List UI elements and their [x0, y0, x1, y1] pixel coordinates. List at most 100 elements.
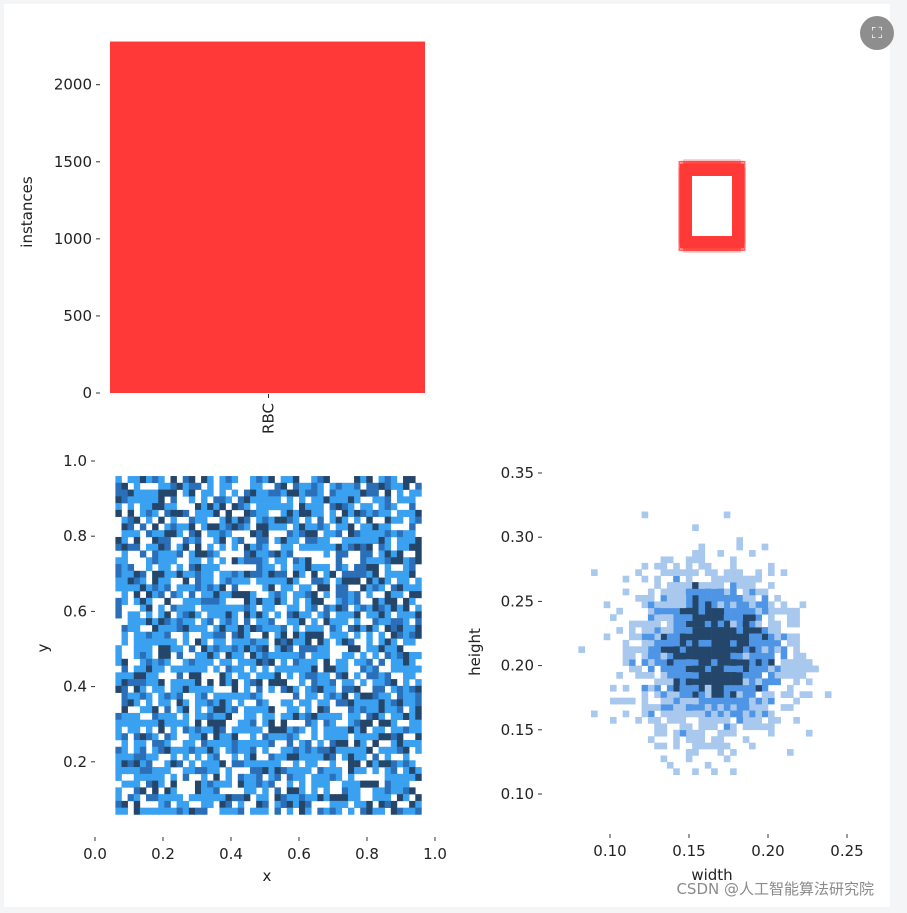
xy-bin [323, 719, 330, 727]
wh-bin [679, 627, 687, 634]
xy-bin [237, 780, 245, 788]
expand-icon[interactable]: ⛶ [860, 16, 894, 50]
xy-bin [366, 624, 373, 633]
wh-bin [824, 691, 832, 698]
xy-bin [292, 482, 300, 490]
wh-bin [622, 710, 630, 718]
xy-bin [133, 482, 141, 490]
xy-bin [360, 570, 367, 578]
xy-bin [243, 658, 251, 666]
xy-bin [378, 509, 385, 517]
xy-bin [323, 780, 330, 788]
xy-bin [280, 685, 288, 693]
xy-bin [176, 543, 184, 551]
wh-bin [692, 588, 699, 596]
xy-bin [152, 591, 159, 599]
xy-bin [146, 699, 153, 707]
wh-bin [749, 723, 756, 731]
wh-bin [622, 588, 630, 596]
xy-bin [341, 503, 349, 511]
xy-bin [360, 476, 367, 484]
xy-bin [354, 767, 361, 775]
wh-bin [628, 620, 636, 628]
xy-bin [384, 645, 392, 653]
xy-bin [280, 767, 288, 775]
wh-bin [704, 594, 712, 602]
xy-bin [188, 570, 196, 578]
xy-bin [378, 692, 385, 700]
xy-bin [409, 631, 416, 639]
wh-bin [660, 652, 668, 660]
xy-bin [158, 489, 165, 497]
xy-bin [146, 516, 153, 524]
xy-bin [347, 496, 355, 504]
xy-bin [360, 509, 367, 517]
xy-bin [286, 733, 294, 741]
xy-bin [237, 570, 245, 578]
xy-bin [372, 760, 379, 768]
xy-bin [335, 672, 343, 680]
xy-bin [170, 604, 177, 612]
xy-bin [237, 631, 245, 639]
xy-bin [409, 739, 416, 748]
xy-bin [299, 679, 306, 687]
wh-bin [736, 601, 744, 609]
xy-bin [207, 476, 214, 484]
xy-bin [207, 591, 214, 599]
wh-bin [679, 601, 687, 609]
xy-bin [396, 733, 404, 741]
xy-bin [146, 591, 153, 599]
xy-bin [219, 597, 226, 605]
xy-bin [262, 584, 269, 592]
xy-bin [409, 503, 416, 511]
wh-bin [622, 639, 630, 647]
wh-bin [755, 672, 762, 679]
xy-bin [409, 807, 416, 815]
wh-bin [780, 601, 788, 609]
xy-bin [250, 557, 257, 565]
xy-bin [403, 624, 410, 633]
xy-bin [335, 489, 343, 497]
xy-bin [219, 516, 226, 524]
xy-bin [121, 543, 128, 551]
xy-bin [219, 794, 226, 802]
wh-bin [723, 678, 731, 686]
xy-bin [329, 807, 337, 815]
wh-bin [717, 716, 725, 724]
xy-bin [225, 509, 232, 517]
xy-bin [378, 577, 385, 585]
xy-bin [360, 706, 367, 714]
xy-bin [299, 800, 306, 808]
xy-bin [396, 807, 404, 815]
xy-bin [335, 516, 343, 524]
wh-bin [736, 607, 744, 615]
xy-bin [366, 536, 373, 545]
xy-bin [311, 760, 318, 768]
xy-bin [176, 611, 184, 619]
xy-bin [219, 672, 226, 680]
xy-bin [164, 611, 171, 619]
xy-bin [335, 692, 343, 700]
wh-bin [673, 768, 680, 776]
xy-bin [390, 807, 398, 815]
wh-bin [761, 639, 769, 647]
wh-bin [711, 614, 718, 621]
xy-bin [415, 712, 422, 720]
xy-bin [262, 509, 269, 517]
wh-bin [685, 678, 693, 686]
xy-bin [146, 564, 153, 572]
xy-bin [115, 645, 122, 653]
xy-bin [378, 584, 385, 592]
xy-bin [213, 503, 220, 511]
xy-bin [250, 712, 257, 720]
xy-bin [256, 570, 263, 578]
xy-bin [354, 631, 361, 639]
xy-bin [299, 591, 306, 599]
xy-bin [158, 712, 165, 720]
wh-bin [742, 582, 750, 589]
xy-bin [256, 706, 263, 714]
xy-bin [243, 692, 251, 700]
xy-bin [390, 733, 398, 741]
xy-bin [403, 807, 410, 815]
xy-bin [390, 719, 398, 727]
